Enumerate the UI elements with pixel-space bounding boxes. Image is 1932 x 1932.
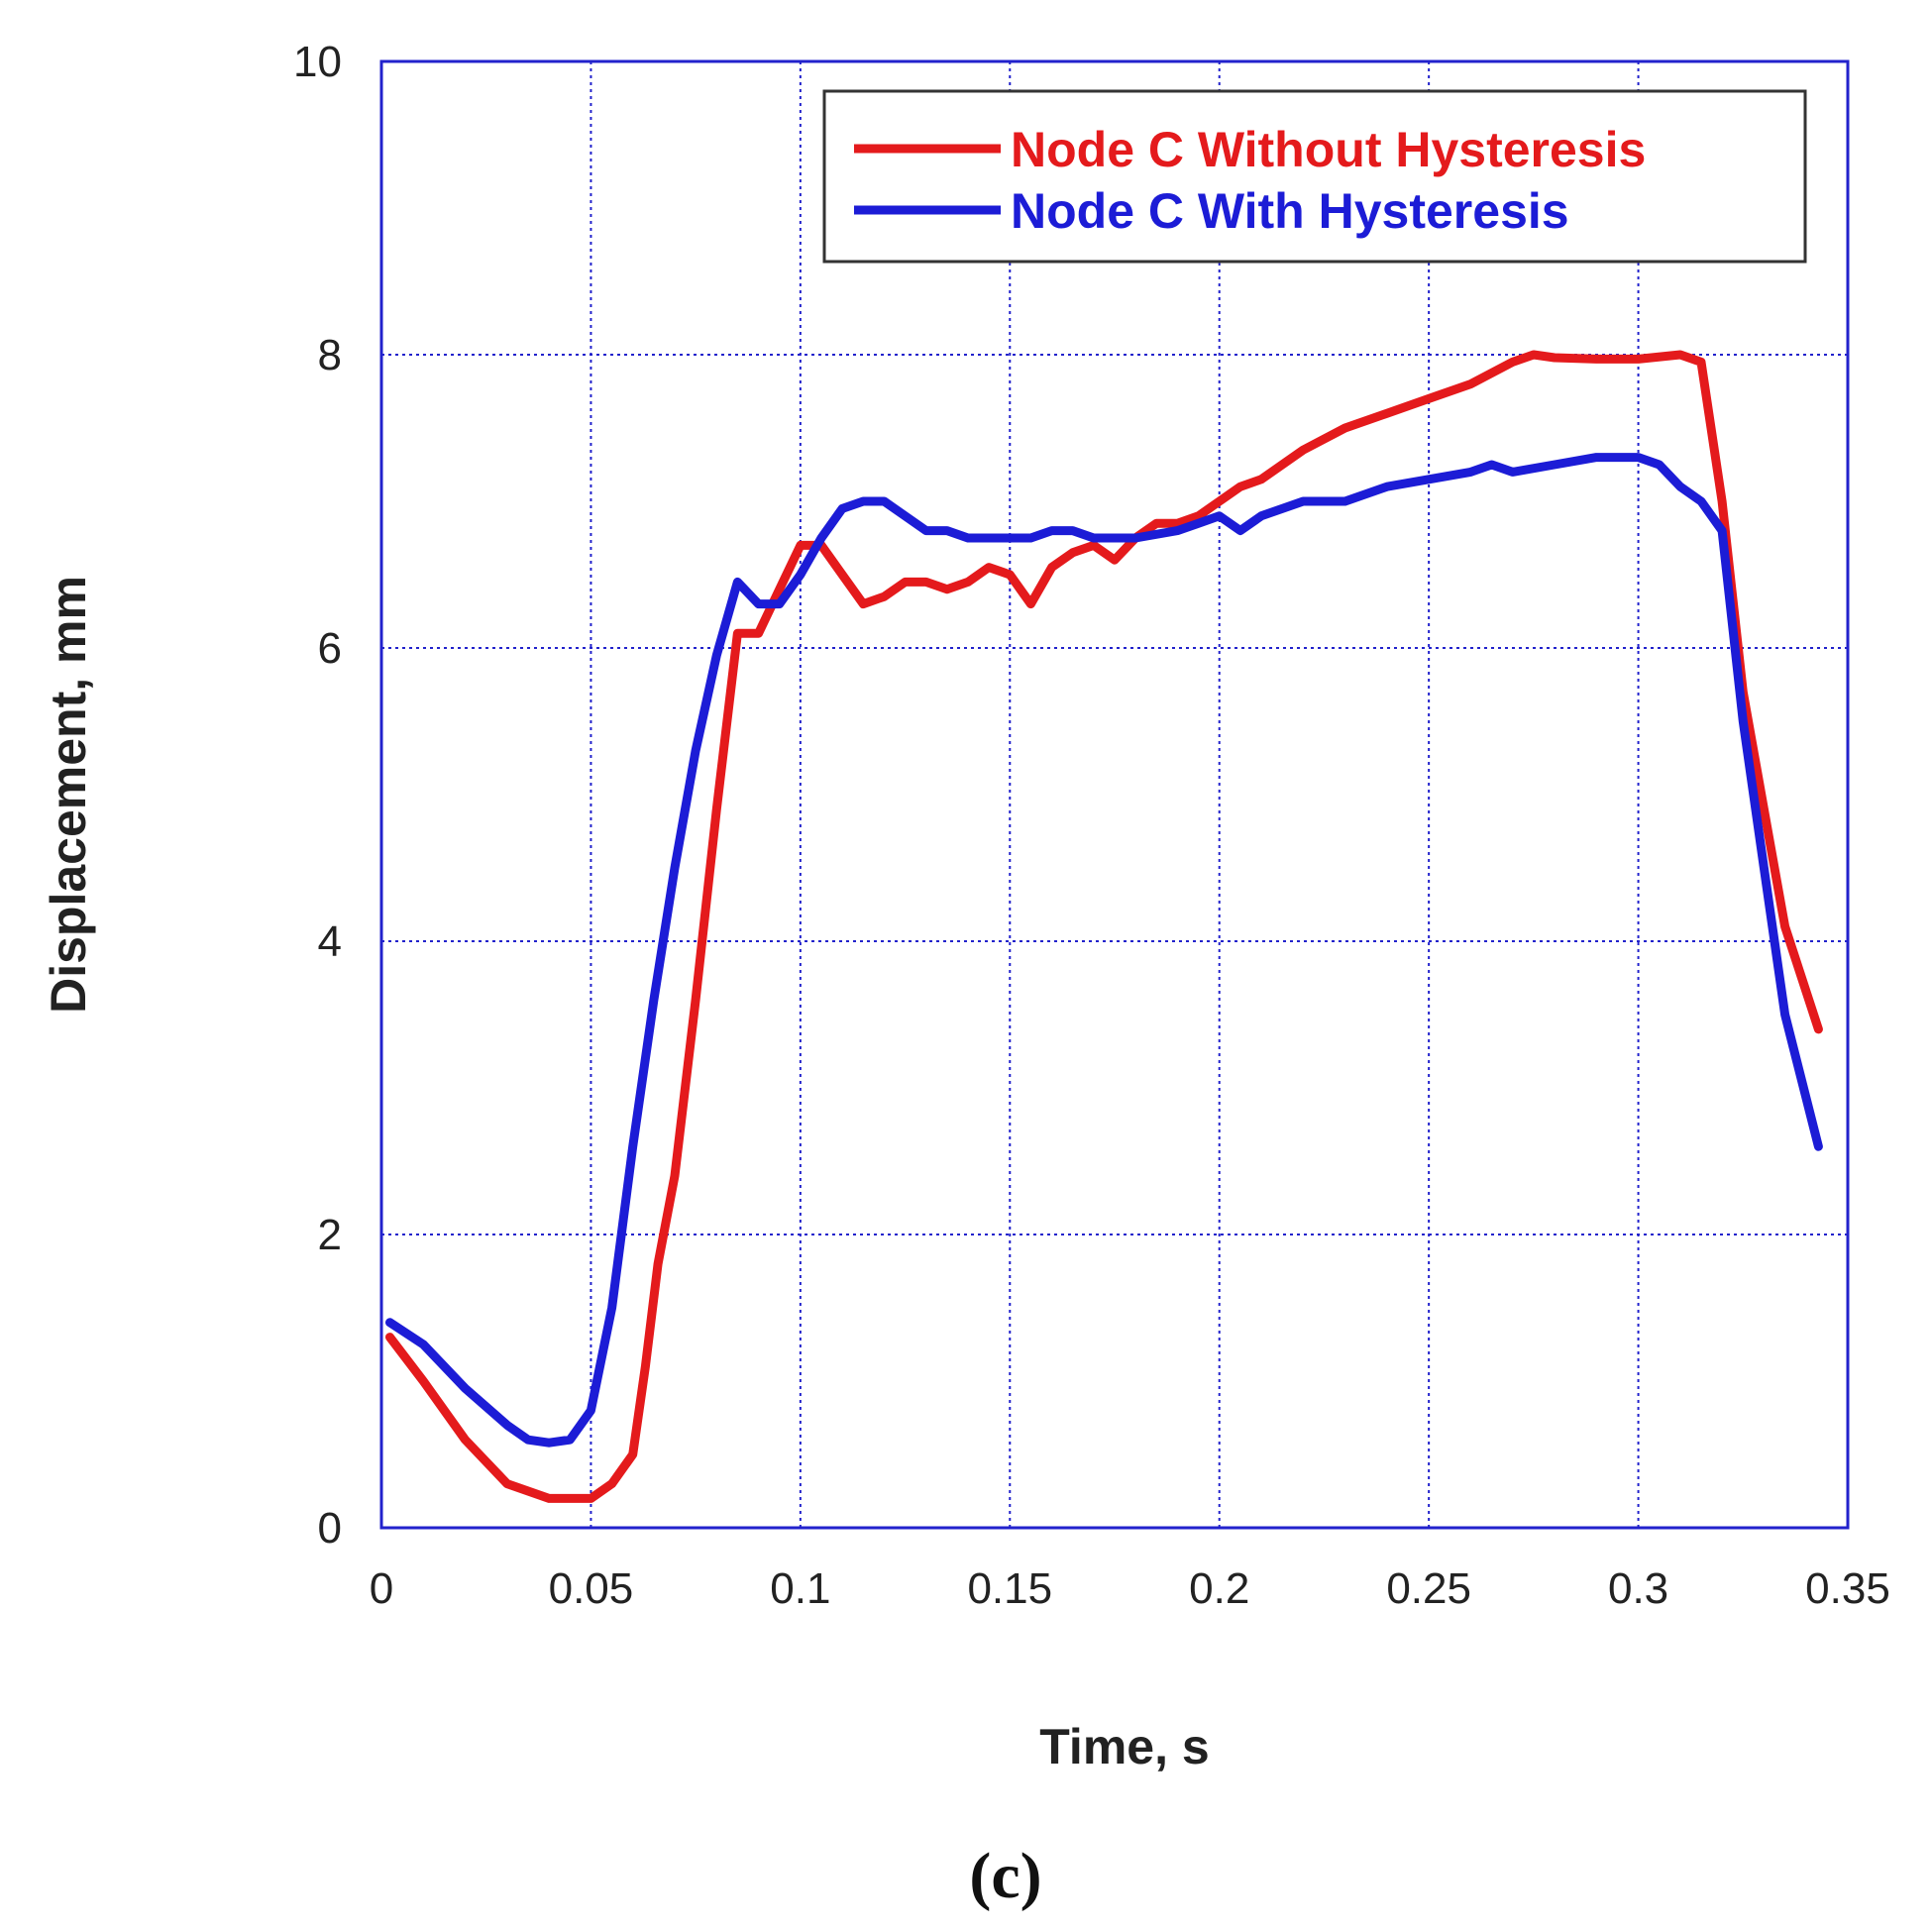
figure-caption: (c) [969,1840,1041,1912]
y-axis-ticks: 0 2 4 6 8 10 [293,38,342,1553]
plot-area-frame [379,59,1850,1530]
x-tick-label: 0.35 [1805,1564,1890,1613]
x-tick-label: 0.15 [967,1564,1052,1613]
x-tick-label: 0 [370,1564,393,1613]
y-tick-label: 8 [318,331,342,379]
y-tick-label: 2 [318,1211,342,1259]
x-tick-label: 0.2 [1189,1564,1249,1613]
legend-box [822,89,1807,264]
y-tick-label: 0 [318,1504,342,1553]
x-tick-label: 0.1 [770,1564,830,1613]
legend-label-without-hysteresis: Node C Without Hysteresis [1011,122,1646,177]
y-tick-label: 10 [293,38,342,86]
x-tick-label: 0.25 [1386,1564,1471,1613]
series-line-1 [385,453,1823,1448]
x-axis-label: Time, s [1039,1719,1209,1774]
legend: Node C Without Hysteresis Node C With Hy… [822,89,1807,264]
series-line-0 [385,350,1823,1503]
y-axis-label: Displacement, mm [41,576,96,1014]
x-tick-label: 0.05 [549,1564,634,1613]
grid-lines [381,61,1848,1528]
legend-label-with-hysteresis: Node C With Hysteresis [1011,183,1569,239]
x-axis-ticks: 0 0.05 0.1 0.15 0.2 0.25 0.3 0.35 [370,1564,1890,1613]
series-lines [385,350,1823,1503]
x-tick-label: 0.3 [1608,1564,1668,1613]
y-tick-label: 4 [318,917,342,966]
y-tick-label: 6 [318,624,342,673]
